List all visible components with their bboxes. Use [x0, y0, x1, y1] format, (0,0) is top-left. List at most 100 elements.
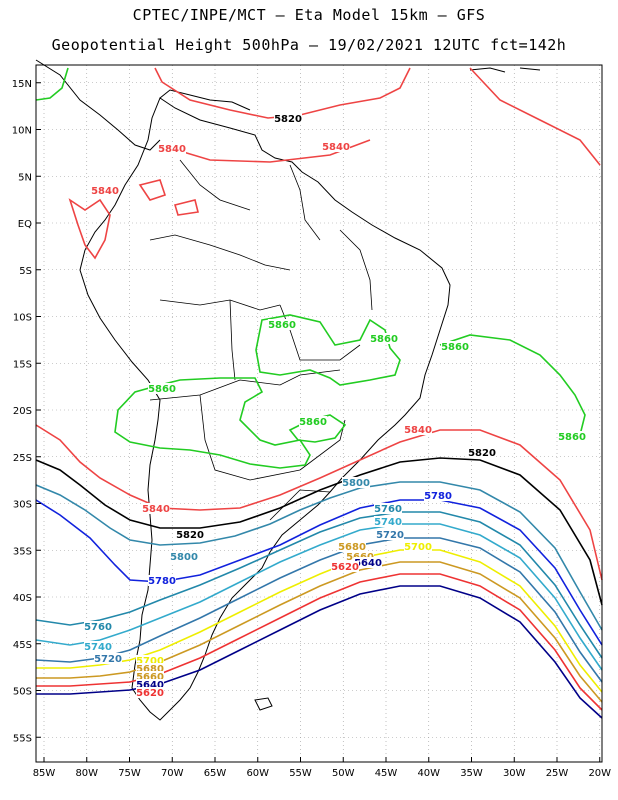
map-title: CPTEC/INPE/MCT – Eta Model 15km – GFS: [132, 6, 486, 24]
contour-label-bg: [136, 687, 164, 698]
lat-tick-label: 50S: [13, 687, 32, 698]
contour-label-bg: [376, 529, 404, 540]
contour-label: 5680: [136, 664, 164, 675]
contour-label-bg: [354, 557, 382, 568]
contour-label-bg: [404, 424, 432, 435]
contour-label-bg: [274, 113, 302, 124]
coastline: [35, 59, 161, 151]
contour-label-bg: [170, 551, 198, 562]
lon-tick-label: 60W: [246, 768, 269, 779]
contour-label-bg: [176, 529, 204, 540]
coastline: [519, 67, 541, 71]
country-border: [199, 394, 301, 481]
contour-label: 5860: [558, 432, 586, 443]
lat-tick-label: 20S: [13, 406, 32, 417]
contour-label-bg: [374, 516, 402, 527]
lat-tick-label: 55S: [13, 733, 32, 744]
lat-tick-label: 10S: [13, 313, 32, 324]
height-contour: [35, 481, 603, 631]
height-contour: [173, 199, 199, 216]
lat-tick-label: EQ: [18, 219, 32, 230]
contour-label-bg: [136, 671, 164, 682]
contour-label: 5620: [331, 562, 359, 573]
axis-ticks: 15N 10N 5N EQ 5S 10S 15S 20S 25S 30S 35S 40S 45S 50S 5…: [12, 79, 611, 779]
coastline: [469, 67, 506, 73]
lat-tick-label: 30S: [13, 500, 32, 511]
lon-tick-label: 45W: [375, 768, 398, 779]
contour-label: 5700: [404, 542, 432, 553]
height-contour: [36, 585, 603, 719]
country-border: [179, 159, 251, 211]
height-contour: [469, 67, 601, 166]
lat-tick-label: 45S: [13, 640, 32, 651]
lon-tick-label: 65W: [204, 768, 227, 779]
contour-label: 5760: [374, 504, 402, 515]
height-contour: [35, 511, 603, 659]
contour-label: 5720: [376, 530, 404, 541]
contour-label-bg: [158, 143, 186, 154]
height-contour: [114, 377, 311, 469]
contour-label-bg: [441, 341, 469, 352]
contour-label-bg: [346, 551, 374, 562]
contour-label: 5840: [142, 504, 170, 515]
contour-label-bg: [268, 319, 296, 330]
country-border: [289, 164, 321, 241]
contour-label-bg: [424, 490, 452, 501]
height-contour: [255, 314, 401, 386]
lat-tick-label: 15S: [13, 359, 32, 370]
contour-label: 5800: [342, 478, 370, 489]
contour-label-bg: [148, 383, 176, 394]
coastline: [254, 697, 273, 711]
height-contour: [36, 573, 603, 711]
height-contour: [35, 537, 603, 683]
lat-tick-label: 5N: [18, 172, 32, 183]
contour-label: 5660: [136, 672, 164, 683]
coastlines: [35, 59, 541, 721]
country-border: [159, 299, 281, 311]
lon-tick-label: 20W: [588, 768, 611, 779]
country-border: [279, 304, 361, 361]
lon-tick-label: 25W: [546, 768, 569, 779]
height-contour: [439, 334, 586, 439]
contour-label: 5640: [136, 680, 164, 691]
contour-label-bg: [331, 561, 359, 572]
contour-label: 5640: [354, 558, 382, 569]
lat-tick-label: 5S: [19, 266, 32, 277]
country-border: [299, 419, 346, 471]
lon-tick-label: 75W: [118, 768, 141, 779]
height-contour: [35, 499, 603, 646]
contour-label-bg: [84, 641, 112, 652]
map-frame: [35, 64, 603, 763]
contour-label-bg: [148, 575, 176, 586]
contour-label: 5680: [338, 542, 366, 553]
contour-label: 5740: [84, 642, 112, 653]
contour-label-bg: [94, 653, 122, 664]
contour-label: 5860: [441, 342, 469, 353]
coastline: [79, 97, 451, 721]
contour-label-bg: [404, 541, 432, 552]
lat-tick-label: 10N: [12, 126, 32, 137]
contour-label-bg: [142, 503, 170, 514]
height-contour: [36, 561, 603, 703]
contour-label: 5780: [148, 576, 176, 587]
lon-tick-label: 80W: [75, 768, 98, 779]
contour-label: 5860: [268, 320, 296, 331]
height-contour: [68, 198, 111, 260]
country-border: [229, 299, 236, 381]
contour-label: 5820: [176, 530, 204, 541]
contour-label: 5620: [136, 688, 164, 699]
contour-label-bg: [136, 679, 164, 690]
lat-tick-label: 35S: [13, 546, 32, 557]
height-contour: [138, 179, 167, 201]
contour-label-bg: [342, 477, 370, 488]
height-contour: [35, 67, 69, 101]
lon-tick-label: 40W: [417, 768, 440, 779]
contour-label: 5820: [468, 448, 496, 459]
country-border: [149, 369, 341, 401]
contour-label: 5840: [158, 144, 186, 155]
contour-label: 5700: [136, 656, 164, 667]
coastline: [159, 89, 251, 111]
contour-label-bg: [299, 416, 327, 427]
contour-label-bg: [136, 663, 164, 674]
